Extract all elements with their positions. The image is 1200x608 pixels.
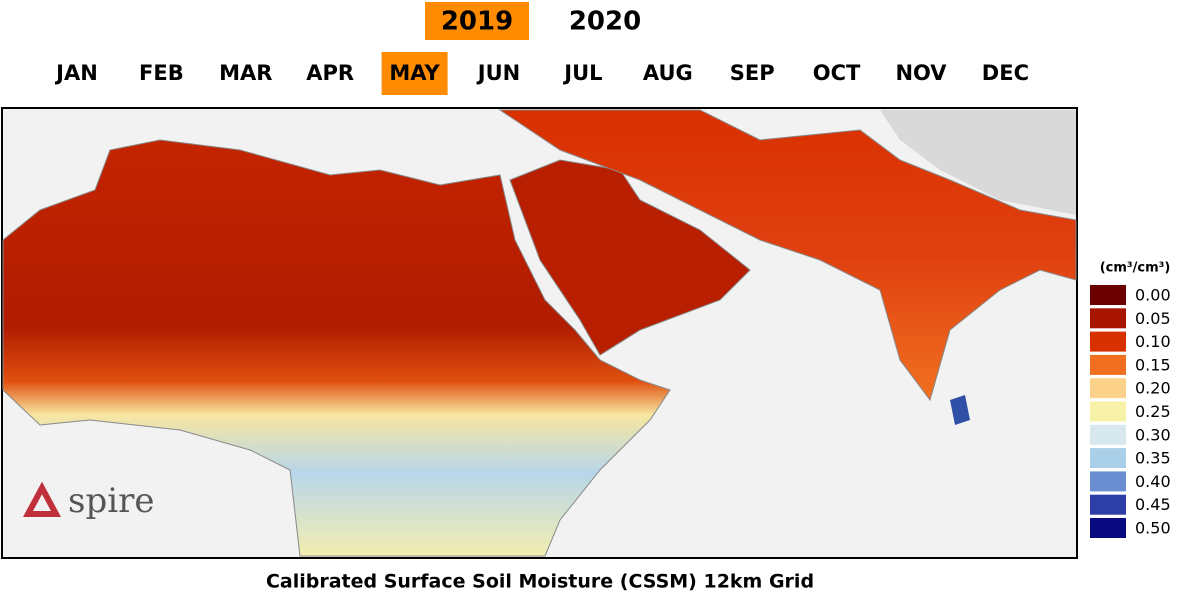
logo-text: spire	[68, 481, 154, 521]
map-title: Calibrated Surface Soil Moisture (CSSM) …	[266, 571, 814, 593]
month-option[interactable]: DEC	[982, 61, 1029, 85]
legend-swatch	[1090, 471, 1126, 492]
legend-swatch	[1090, 494, 1126, 515]
legend-swatch	[1090, 354, 1126, 375]
legend-label: 0.35	[1135, 449, 1171, 468]
legend: (cm³/cm³) 0.00 0.05 0.10 0.15 0.20 0.25 0.30 0.…	[1090, 261, 1171, 538]
year-option[interactable]: 2020	[569, 7, 641, 37]
logo-icon	[22, 481, 62, 517]
legend-swatch	[1090, 378, 1126, 399]
africa	[2, 139, 671, 557]
month-option[interactable]: MAR	[219, 61, 272, 85]
year-highlight	[425, 2, 529, 40]
month-option[interactable]: NOV	[895, 61, 947, 85]
month-selector: JAN FEB MAR APR MAY JUN JUL AUG SEP OCT NOV DEC	[54, 52, 1029, 95]
legend-swatch	[1090, 424, 1126, 445]
month-highlight	[381, 52, 448, 95]
asia	[498, 109, 1077, 402]
legend-swatch	[1090, 448, 1126, 469]
year-option[interactable]: 2019	[441, 7, 513, 37]
legend-label: 0.25	[1135, 402, 1171, 421]
year-selector: 2019 2020	[425, 2, 641, 40]
month-option[interactable]: MAY	[389, 61, 440, 85]
no-data-region	[880, 110, 1076, 215]
month-option[interactable]: OCT	[813, 61, 861, 85]
legend-swatch	[1090, 285, 1126, 305]
legend-label: 0.05	[1135, 309, 1171, 328]
legend-label: 0.45	[1135, 495, 1171, 514]
month-option[interactable]: AUG	[643, 61, 693, 85]
legend-label: 0.10	[1135, 332, 1171, 351]
legend-swatch	[1090, 331, 1126, 352]
legend-swatch	[1090, 401, 1126, 422]
month-option[interactable]: APR	[306, 61, 354, 85]
legend-swatch	[1090, 518, 1126, 538]
month-option[interactable]: JUN	[476, 61, 520, 85]
legend-label: 0.40	[1135, 472, 1171, 491]
legend-unit: (cm³/cm³)	[1100, 261, 1171, 276]
logo: spire	[22, 481, 154, 521]
legend-label: 0.20	[1135, 379, 1171, 398]
month-option[interactable]: JUL	[562, 61, 602, 85]
month-option[interactable]: FEB	[139, 61, 184, 85]
month-option[interactable]: JAN	[54, 61, 98, 85]
legend-label: 0.30	[1135, 425, 1171, 444]
legend-label: 0.15	[1135, 355, 1171, 374]
legend-swatch	[1090, 308, 1126, 329]
map	[1, 107, 1078, 559]
month-option[interactable]: SEP	[730, 61, 775, 85]
sri-lanka	[950, 395, 970, 425]
legend-label: 0.50	[1135, 519, 1171, 538]
legend-label: 0.00	[1135, 286, 1171, 305]
